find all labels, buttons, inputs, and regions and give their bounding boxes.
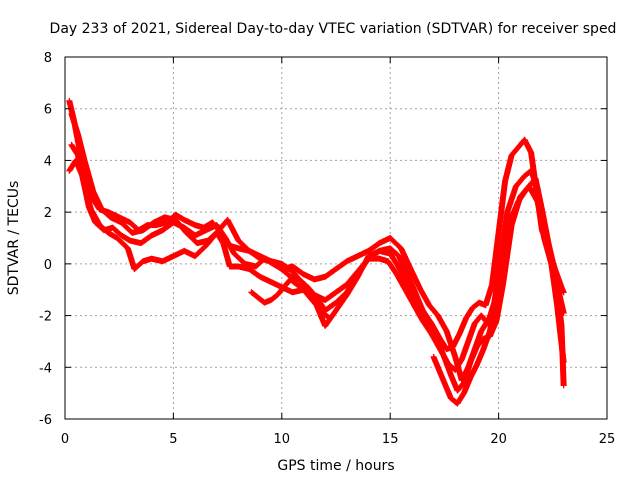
series-track-4 bbox=[68, 110, 567, 389]
y-tick-label: 4 bbox=[44, 154, 52, 169]
x-tick-label: 5 bbox=[169, 432, 177, 447]
series-track-6 bbox=[430, 245, 506, 407]
y-tick-label: 8 bbox=[44, 51, 52, 66]
x-tick-label: 25 bbox=[599, 432, 616, 447]
y-tick-label: 0 bbox=[44, 258, 52, 273]
y-tick-label: -6 bbox=[39, 413, 52, 428]
y-tick-label: -4 bbox=[39, 361, 52, 376]
y-tick-label: -2 bbox=[39, 310, 52, 325]
series-track-5 bbox=[248, 276, 333, 322]
axis-ticks bbox=[64, 56, 608, 420]
data-point-markers bbox=[248, 276, 333, 322]
y-tick-label: 6 bbox=[44, 103, 52, 118]
x-tick-label: 15 bbox=[382, 432, 399, 447]
x-tick-labels: 0 5 10 15 20 25 bbox=[61, 432, 615, 447]
x-tick-label: 20 bbox=[490, 432, 507, 447]
x-axis-label: GPS time / hours bbox=[277, 458, 394, 474]
data-points bbox=[66, 97, 567, 407]
data-point-markers bbox=[68, 110, 567, 389]
grid bbox=[65, 57, 607, 419]
y-axis-label: SDTVAR / TECUs bbox=[6, 181, 22, 296]
x-tick-label: 0 bbox=[61, 432, 69, 447]
plot-frame bbox=[64, 56, 608, 420]
y-tick-labels: -6 -4 -2 0 2 4 6 8 bbox=[39, 51, 52, 428]
data-point-markers bbox=[430, 245, 506, 407]
x-tick-label: 10 bbox=[274, 432, 291, 447]
chart-title: Day 233 of 2021, Sidereal Day-to-day VTE… bbox=[50, 21, 617, 37]
y-tick-label: 2 bbox=[44, 206, 52, 221]
